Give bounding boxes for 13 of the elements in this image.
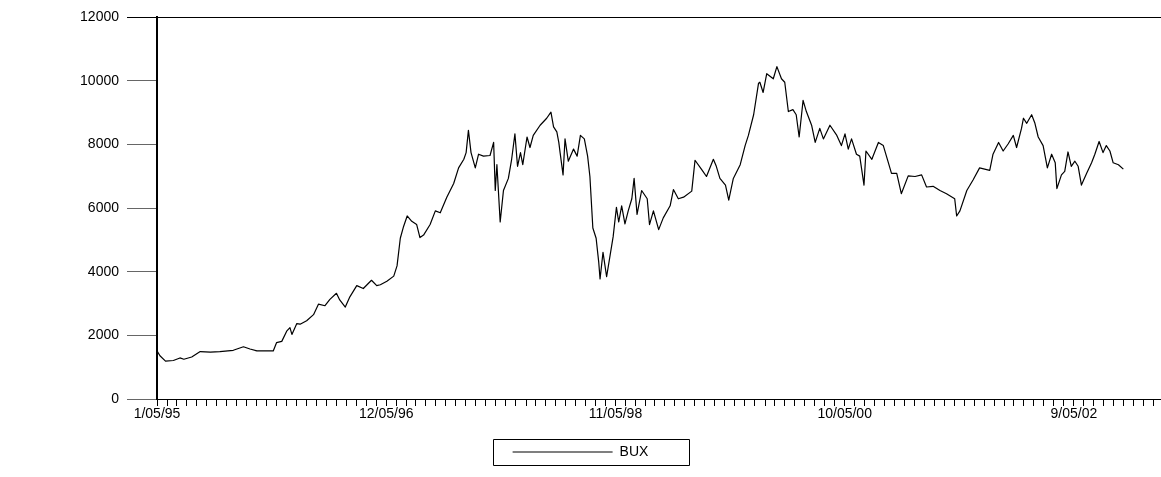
text: BUX — [619, 442, 650, 459]
y-tick-label: 2000 — [87, 326, 120, 343]
y-tick-label: 6000 — [87, 198, 120, 215]
x-tick-label: 12/05/96 — [358, 405, 414, 422]
x-tick-label: 1/05/95 — [133, 405, 181, 422]
x-tick-label: 9/05/02 — [1050, 405, 1098, 422]
y-tick-label: 8000 — [87, 135, 120, 152]
y-tick-label: 10000 — [80, 71, 120, 88]
y-tick-label: 0 — [111, 389, 120, 406]
x-tick-label: 11/05/98 — [588, 405, 643, 422]
y-tick-label: 4000 — [87, 262, 120, 279]
x-tick-label: 10/05/00 — [817, 405, 873, 422]
y-tick-label: 12000 — [80, 7, 120, 24]
